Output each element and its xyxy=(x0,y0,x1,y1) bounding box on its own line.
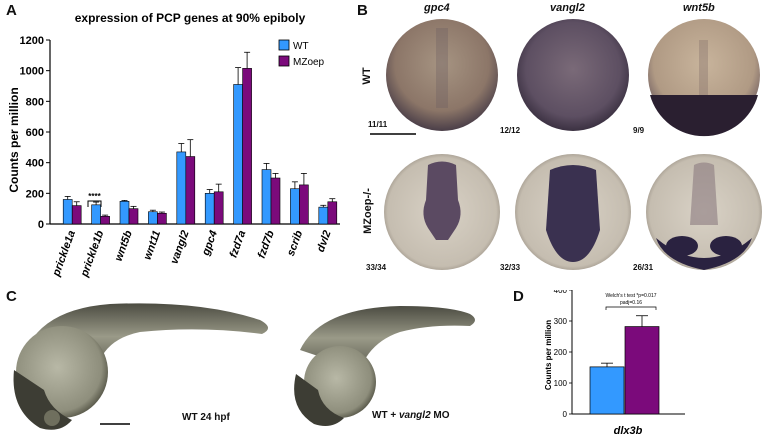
chart-a-bar xyxy=(72,206,81,224)
count-wt-wnt5b: 9/9 xyxy=(633,126,644,135)
chart-a-bar xyxy=(120,201,129,224)
legend-label-wt: WT xyxy=(293,41,309,52)
caption-vangl2-mo: WT + vangl2 MO xyxy=(372,410,450,421)
chart-d-x-axis-label: dlx3b xyxy=(614,425,643,437)
chart-d-stat-line1: Welch's t test *p=0.017 xyxy=(605,293,656,299)
chart-d-significance: Welch's t test *p=0.017 padj=0.16 xyxy=(605,293,656,310)
chart-a-bar xyxy=(243,68,252,224)
caption-mo-suffix: MO xyxy=(431,410,450,421)
chart-a-x-tick-label: scrib xyxy=(285,229,305,258)
caption-wt-24hpf: WT 24 hpf xyxy=(182,412,230,423)
embryo-wt-24hpf xyxy=(14,303,269,429)
chart-a-bar xyxy=(101,216,110,224)
chart-a-significance-stars: **** xyxy=(88,192,101,201)
chart-a-x-tick-label: gpc4 xyxy=(200,229,220,258)
chart-a-title: expression of PCP genes at 90% epiboly xyxy=(75,11,306,25)
embryo-images xyxy=(360,0,762,290)
chart-a-y-tick-label: 600 xyxy=(26,127,44,139)
count-mz-vangl2: 32/33 xyxy=(500,263,520,272)
chart-a-bar xyxy=(319,207,328,224)
caption-mo-gene: vangl2 xyxy=(399,410,431,421)
chart-a-bar xyxy=(148,212,157,224)
chart-d-y-axis-label: Counts per million xyxy=(544,320,553,390)
count-mz-gpc4: 33/34 xyxy=(366,263,386,272)
chart-a-y-tick-label: 400 xyxy=(26,158,44,170)
chart-a-bar xyxy=(129,209,138,224)
chart-a-bar xyxy=(234,84,243,224)
chart-d-stat-line2: padj=0.16 xyxy=(620,300,642,306)
chart-a-bar xyxy=(328,202,337,224)
embryo-mz-vangl2 xyxy=(515,154,631,270)
chart-d-bar xyxy=(625,327,659,414)
legend-swatch-mzoep xyxy=(279,56,289,66)
chart-a-x-tick-label: fzd7a xyxy=(228,229,249,260)
chart-d-bar xyxy=(590,367,624,414)
chart-a-bar xyxy=(290,189,299,224)
chart-a-x-tick-labels: prickle1a prickle1b wnt5b wnt11 vangl2 gpc4 fz… xyxy=(50,229,334,280)
chart-a-pcp-expression: expression of PCP genes at 90% epiboly C… xyxy=(0,0,350,290)
embryo-mz-wnt5b xyxy=(646,154,762,270)
chart-a-bars xyxy=(63,52,337,224)
chart-a-x-tick-label: prickle1b xyxy=(78,229,106,280)
chart-a-y-tick-label: 200 xyxy=(26,188,44,200)
chart-d-bars xyxy=(590,316,659,414)
chart-a-x-tick-label: dvl2 xyxy=(315,229,334,254)
count-wt-gpc4: 11/11 xyxy=(368,120,387,129)
chart-a-bar xyxy=(92,205,101,224)
chart-a-bar xyxy=(299,185,308,224)
panel-b-embryo-grid: gpc4 vangl2 wnt5b WT MZoep-/- xyxy=(360,0,762,290)
chart-a-y-tick-label: 0 xyxy=(38,219,44,231)
embryo-mz-gpc4 xyxy=(384,154,500,270)
embryo-wt-gpc4 xyxy=(386,19,498,131)
chart-a-y-axis-label: Counts per million xyxy=(7,87,21,192)
embryo-wt-wnt5b xyxy=(648,19,760,136)
chart-a-x-tick-label: wnt11 xyxy=(142,229,164,262)
chart-a-legend: WT MZoep xyxy=(279,40,325,68)
chart-a-bar xyxy=(177,152,186,224)
chart-a-x-tick-label: vangl2 xyxy=(168,229,191,266)
chart-a-bar xyxy=(205,193,214,224)
chart-a-bar xyxy=(262,170,271,224)
chart-a-x-tick-label: prickle1a xyxy=(50,229,78,279)
count-wt-vangl2: 12/12 xyxy=(500,126,520,135)
embryo-vangl2-mo xyxy=(294,306,475,426)
chart-d-y-tick-label: 200 xyxy=(554,348,568,357)
chart-a-x-tick-label: wnt5b xyxy=(113,229,135,263)
chart-d-y-tick-label: 300 xyxy=(554,317,568,326)
legend-swatch-wt xyxy=(279,40,289,50)
count-mz-wnt5b: 26/31 xyxy=(633,263,653,272)
chart-a-y-tick-label: 1200 xyxy=(20,35,44,47)
chart-d-dlx3b: Counts per million dlx3b 0 100 200 300 400 W… xyxy=(515,290,755,438)
caption-mo-prefix: WT + xyxy=(372,410,399,421)
legend-label-mzoep: MZoep xyxy=(293,57,325,68)
chart-a-y-tick-label: 1000 xyxy=(20,66,44,78)
chart-a-bar xyxy=(271,178,280,224)
embryo-wt-vangl2 xyxy=(517,19,629,131)
chart-a-bar xyxy=(157,213,166,224)
chart-a-x-tick-label: fzd7b xyxy=(256,229,277,260)
chart-d-y-tick-label: 400 xyxy=(554,290,568,295)
chart-a-bar xyxy=(186,157,195,224)
chart-a-bar xyxy=(214,192,223,224)
chart-d-y-tick-label: 0 xyxy=(563,410,568,419)
chart-a-y-tick-label: 800 xyxy=(26,96,44,108)
chart-a-bar xyxy=(63,199,72,224)
chart-d-y-tick-label: 100 xyxy=(554,379,568,388)
